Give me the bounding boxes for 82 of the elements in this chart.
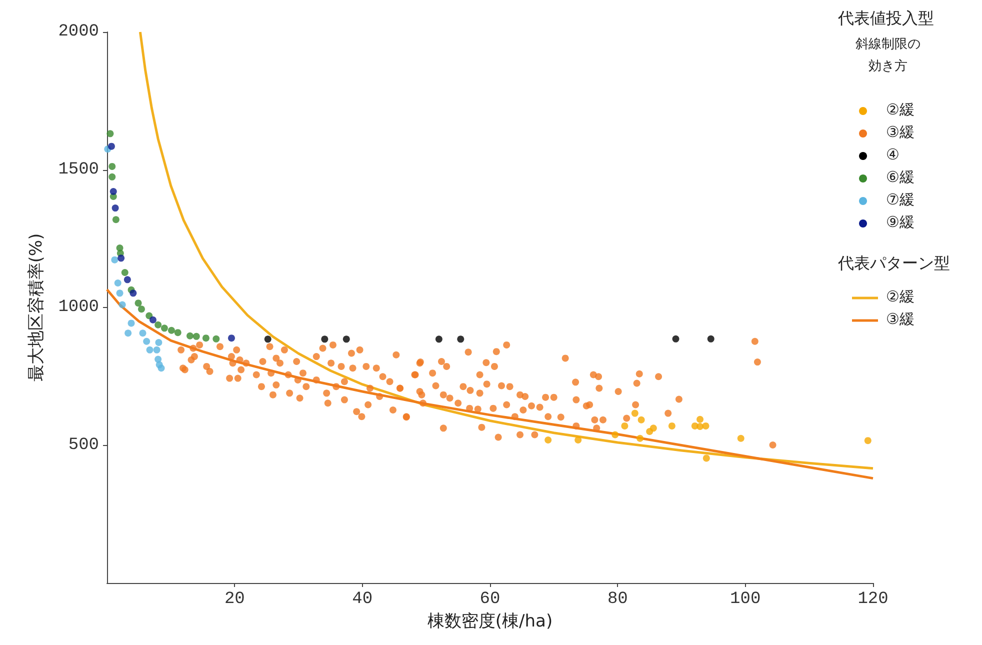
- point: [702, 454, 710, 462]
- point: [202, 334, 210, 342]
- point: [111, 256, 118, 264]
- point: [174, 329, 182, 336]
- point: [544, 436, 552, 444]
- point: [110, 188, 117, 196]
- point: [108, 173, 116, 180]
- point: [128, 320, 135, 327]
- legend-label: ⑥緩: [886, 168, 914, 186]
- point: [130, 290, 137, 297]
- point: [737, 434, 744, 442]
- point: [112, 216, 120, 224]
- x-tick-label: 80: [607, 590, 628, 609]
- legend-label: ③緩: [886, 123, 914, 141]
- point: [112, 204, 119, 212]
- point: [143, 338, 150, 345]
- point: [668, 422, 676, 430]
- point: [612, 431, 619, 438]
- point: [149, 316, 156, 324]
- point: [864, 437, 872, 444]
- annotation: 代表パターン型: [837, 254, 950, 272]
- point: [154, 321, 162, 328]
- point: [702, 422, 710, 430]
- point: [631, 410, 638, 417]
- point: [342, 336, 350, 343]
- legend-label: ⑦緩: [886, 190, 914, 208]
- point: [153, 346, 160, 354]
- point: [124, 276, 131, 284]
- legend-label: ③緩: [886, 310, 914, 328]
- point: [646, 428, 654, 435]
- point: [228, 334, 235, 342]
- point: [118, 254, 125, 262]
- point: [186, 332, 194, 340]
- point: [158, 364, 165, 372]
- legend-label: ②緩: [886, 288, 914, 306]
- point: [696, 416, 704, 423]
- annotation: 斜線制限の: [856, 37, 920, 52]
- point: [106, 130, 114, 138]
- point: [638, 416, 645, 424]
- point: [321, 336, 328, 343]
- point: [168, 326, 175, 334]
- point: [621, 422, 628, 430]
- point: [146, 346, 154, 354]
- point: [192, 332, 200, 340]
- point: [121, 269, 128, 276]
- y-tick-label: 500: [68, 436, 99, 455]
- point: [160, 324, 168, 332]
- legend-title: 代表値投入型: [837, 8, 934, 28]
- legend-label: ④: [886, 146, 900, 164]
- x-tick-label: 40: [352, 590, 373, 609]
- x-axis-title: 棟数密度(棟/ha): [427, 611, 553, 632]
- legend-label: ②緩: [886, 100, 914, 118]
- point: [139, 330, 146, 337]
- point: [636, 434, 644, 442]
- point: [264, 336, 272, 343]
- point: [108, 142, 115, 150]
- point: [707, 335, 714, 342]
- line-series: [106, 288, 874, 480]
- x-tick-label: 120: [858, 590, 888, 609]
- legend-label: ⑨緩: [886, 213, 914, 231]
- point: [118, 301, 126, 308]
- x-tick-label: 100: [730, 590, 761, 609]
- point: [574, 436, 582, 444]
- x-tick-label: 20: [224, 590, 245, 609]
- x-tick-label: 60: [480, 590, 500, 609]
- point: [696, 423, 704, 430]
- y-tick-label: 1500: [58, 160, 99, 180]
- y-tick-label: 2000: [58, 22, 99, 42]
- point: [457, 336, 464, 343]
- point: [114, 279, 122, 286]
- annotation: 効き方: [868, 58, 908, 74]
- y-tick-label: 1000: [58, 298, 99, 317]
- point: [108, 162, 116, 170]
- point: [124, 330, 132, 337]
- point: [134, 300, 142, 307]
- y-axis-title: 最大地区容積率(%): [26, 233, 46, 382]
- point: [155, 338, 162, 346]
- point: [138, 306, 145, 313]
- point: [672, 335, 680, 342]
- point: [116, 290, 124, 297]
- point: [212, 335, 220, 342]
- point: [435, 336, 442, 343]
